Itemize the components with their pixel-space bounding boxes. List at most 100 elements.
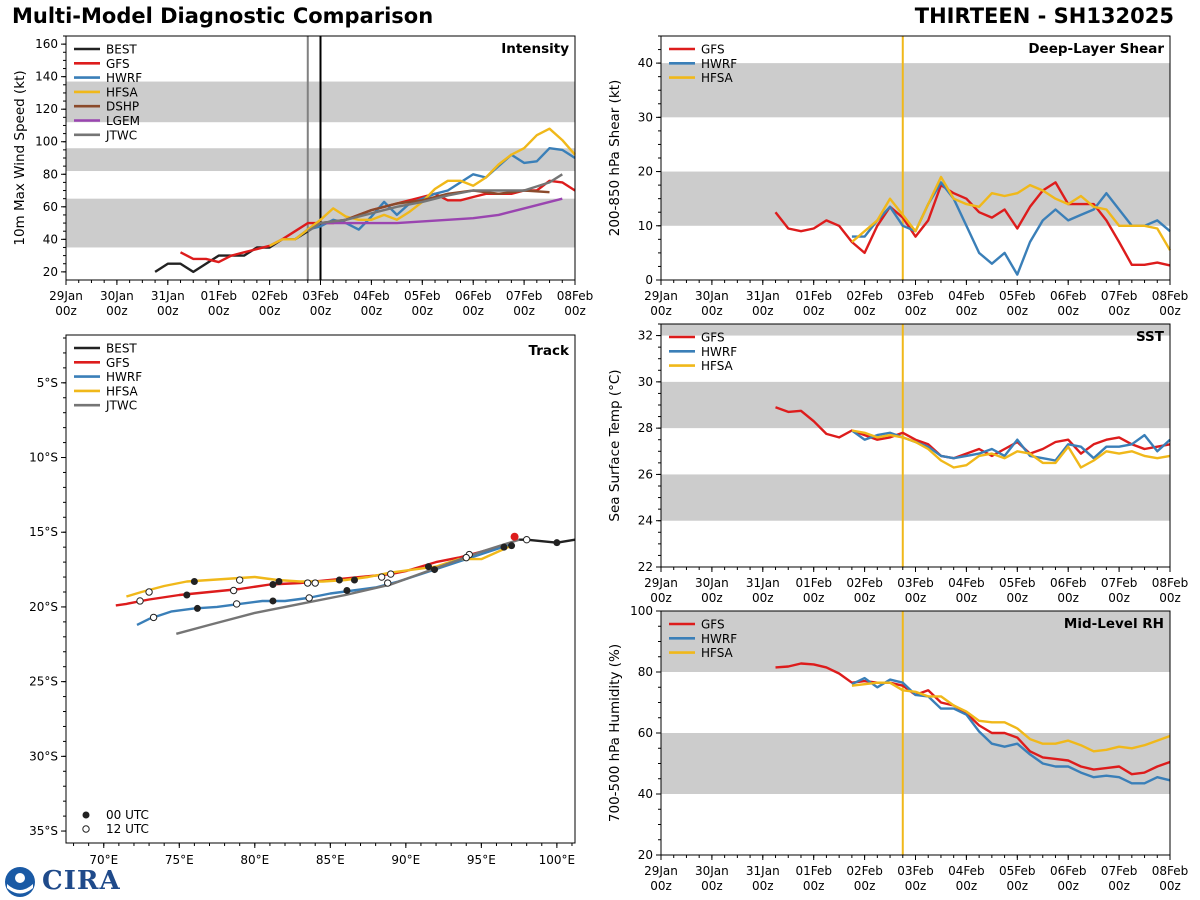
track-marker-12utc [387,570,395,578]
sst-xtick-label: 01Feb [795,576,832,590]
shear-xtick-label: 04Feb [948,289,985,303]
shear-xtick-label: 00z [854,304,876,318]
sst-xtick-label: 00z [1159,591,1181,605]
track-marker-12utc [229,586,238,595]
noaa-logo-icon [5,867,35,897]
track-ytick-label: 35°S [29,824,58,838]
intensity-legend-label: DSHP [106,100,139,114]
shear-xtick-label: 00z [1108,304,1130,318]
shear-ytick-label: 0 [645,273,653,287]
track-marker-12utc [522,535,531,544]
track-marker-00utc [343,586,351,594]
track-marker-12utc [149,613,158,622]
rh-ytick-label: 40 [638,787,653,801]
shear-ytick-label: 30 [638,110,653,124]
rh-xtick-label: 06Feb [1050,864,1087,878]
shear-xtick-label: 03Feb [897,289,934,303]
track-marker-12utc [384,579,392,587]
intensity-xtick-label: 29Jan [49,289,83,303]
intensity-xtick-label: 00z [157,304,179,318]
shear-title: Deep-Layer Shear [1028,41,1164,57]
track-marker-00utc [508,542,516,550]
sst-xtick-label: 03Feb [897,576,934,590]
rh-xtick-label: 08Feb [1152,864,1189,878]
sst-band [661,324,1170,336]
track-marker-00utc [183,591,191,599]
track-legend-label: BEST [106,342,137,356]
track-marker-00utc [269,597,277,605]
intensity-legend-label: BEST [106,43,137,57]
track-marker-12utc [311,579,319,587]
intensity-xtick-label: 08Feb [557,289,594,303]
shear-band [661,171,1170,226]
track-xtick-label: 75°E [165,853,194,867]
shear-xtick-label: 00z [905,304,927,318]
sst-title: SST [1136,329,1165,345]
intensity-series-dshp [320,189,550,225]
rh-xtick-label: 01Feb [795,864,832,878]
rh-xtick-label: 00z [752,879,774,893]
shear-xtick-label: 00z [650,304,672,318]
intensity-ytick-label: 80 [43,167,58,181]
sst-ytick-label: 26 [638,467,653,481]
intensity-title: Intensity [501,41,569,57]
rh-xtick-label: 04Feb [948,864,985,878]
shear-legend-label: HFSA [701,71,734,85]
track-xtick-label: 80°E [240,853,269,867]
sst-xtick-label: 00z [803,591,825,605]
intensity-series-lgem [320,197,563,225]
track-marker-12utc [462,553,470,562]
figure-title: Multi-Model Diagnostic Comparison [12,4,434,28]
intensity-series-jtwc [307,173,563,233]
track-legend-12utc-label: 12 UTC [106,822,149,836]
shear-xtick-label: 29Jan [644,289,678,303]
track-marker-00utc [350,576,358,584]
track-marker-00utc [424,563,432,571]
panel-intensity: 2040608010012014016029Jan00z30Jan00z31Ja… [12,35,594,318]
sst-xtick-label: 00z [701,591,723,605]
shear-xtick-label: 06Feb [1050,289,1087,303]
shear-xtick-label: 08Feb [1152,289,1189,303]
panel-rh: 2040608010029Jan00z30Jan00z31Jan00z01Feb… [607,604,1188,893]
track-legend-00utc-label: 00 UTC [106,808,149,822]
storm-id-title: THIRTEEN - SH132025 [914,4,1174,28]
intensity-xtick-label: 05Feb [404,289,441,303]
intensity-xtick-label: 04Feb [353,289,390,303]
intensity-ytick-label: 60 [43,200,58,214]
track-marker-00utc [269,581,277,589]
shear-xtick-label: 07Feb [1101,289,1138,303]
sst-xtick-label: 05Feb [999,576,1036,590]
panel-shear: 01020304029Jan00z30Jan00z31Jan00z01Feb00… [607,35,1189,318]
track-marker-00utc [335,576,343,584]
sst-ylabel: Sea Surface Temp (°C) [607,369,623,521]
track-xtick-label: 90°E [391,853,420,867]
shear-ytick-label: 40 [638,56,653,70]
rh-legend-label: GFS [701,618,725,632]
intensity-ytick-label: 100 [35,135,58,149]
intensity-xtick-label: 00z [106,304,128,318]
track-title: Track [529,343,570,359]
rh-title: Mid-Level RH [1064,616,1164,632]
shear-xtick-label: 01Feb [795,289,832,303]
sst-ytick-label: 22 [638,560,653,574]
sst-xtick-label: 00z [1057,591,1079,605]
shear-legend-label: HWRF [701,57,737,71]
intensity-xtick-label: 00z [513,304,535,318]
track-marker-00utc [553,539,561,547]
logo-text: CIRA [42,866,121,896]
shear-xtick-label: 31Jan [746,289,780,303]
track-legend-00utc-marker [82,811,90,819]
intensity-ytick-label: 40 [43,232,58,246]
rh-ytick-label: 60 [638,726,653,740]
rh-series-hwrf [851,676,1171,785]
shear-xtick-label: 00z [956,304,978,318]
rh-xtick-label: 00z [1007,879,1029,893]
rh-xtick-label: 00z [956,879,978,893]
rh-xtick-label: 00z [803,879,825,893]
shear-legend-label: GFS [701,43,725,57]
track-series-hfsa [126,544,513,598]
rh-xtick-label: 00z [854,879,876,893]
intensity-xtick-label: 06Feb [455,289,492,303]
rh-xtick-label: 00z [1057,879,1079,893]
